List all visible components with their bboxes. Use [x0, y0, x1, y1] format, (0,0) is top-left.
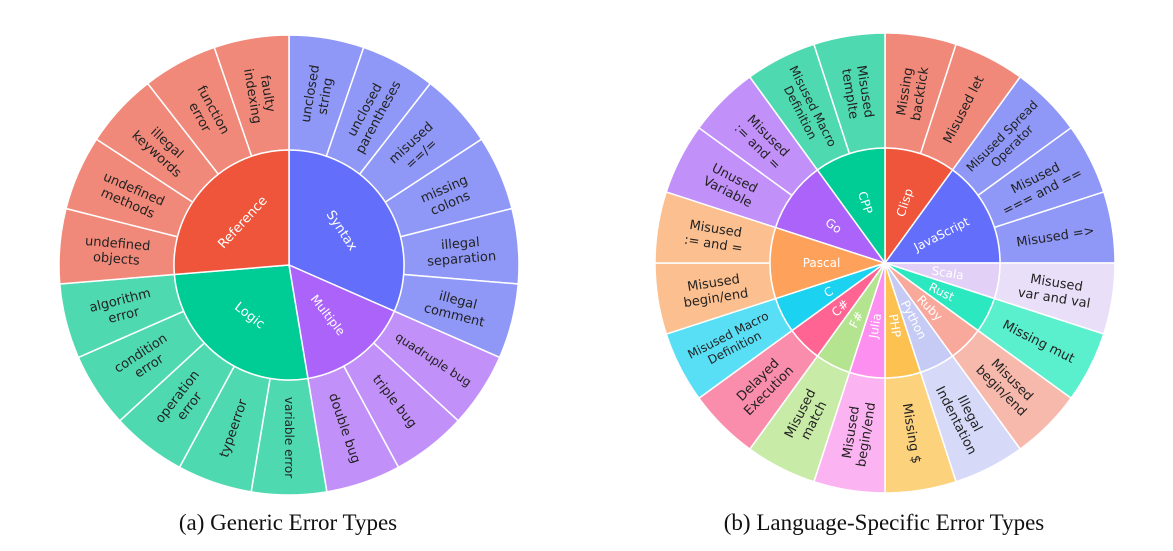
outer-label-logic-1: variable error [282, 397, 296, 478]
inner-slice-cpp [816, 147, 886, 266]
inner-label-julia: Julia [866, 312, 884, 340]
inner-slice-logic [173, 264, 309, 381]
inner-slice-multiple [288, 263, 396, 380]
inner-slice-javascript [883, 168, 1001, 264]
inner-slice-reference [173, 149, 290, 276]
outer-label-reference-1: undefinedobjects [83, 234, 151, 270]
caption-generic: (a) Generic Error Types [179, 510, 397, 535]
inner-label-cpp: CPP [855, 190, 875, 216]
caption-language: (b) Language-Specific Error Types [724, 510, 1045, 535]
inner-slice-syntax [288, 149, 405, 313]
outer-label-reference-5: faultyindexing [240, 65, 279, 125]
inner-label-scala: Scala [931, 264, 965, 283]
inner-label-f: F# [846, 309, 866, 330]
inner-label-php: PHP [886, 313, 904, 338]
inner-slice-pascal [769, 226, 888, 300]
inner-slice-clisp [884, 147, 954, 266]
inner-label-pascal: Pascal [803, 256, 841, 270]
inner-slice-go [774, 168, 887, 265]
outer-label-syntax-5: illegalseparation [425, 234, 496, 270]
generic-error-sunburst: unclosedstring unclosedparenthesesmisused… [58, 34, 520, 496]
